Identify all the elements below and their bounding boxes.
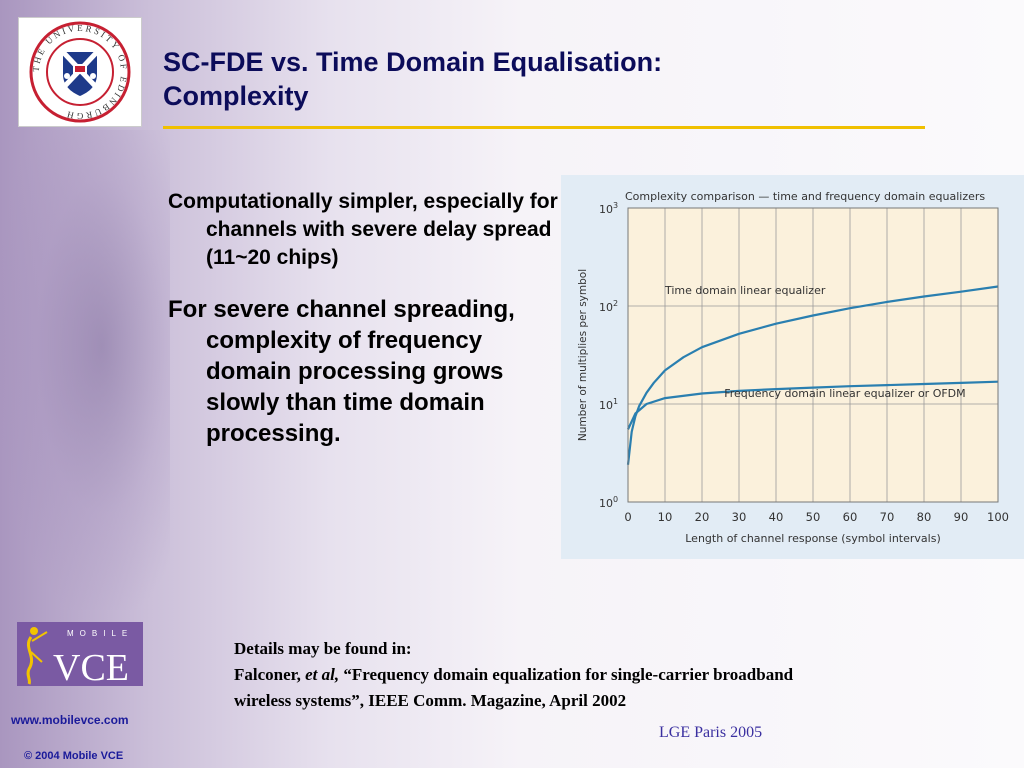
- series-lines: [626, 285, 999, 465]
- slide-title: SC-FDE vs. Time Domain Equalisation: Com…: [163, 45, 883, 113]
- details-author: Falconer,: [234, 665, 306, 684]
- bullet-2: For severe channel spreading, complexity…: [168, 296, 515, 447]
- x-tick-label: 60: [843, 510, 858, 524]
- mobile-vce-logo: MOBILE VCE: [17, 622, 143, 689]
- x-tick-label: 40: [769, 510, 784, 524]
- details-citation-line: Falconer, et al, “Frequency domain equal…: [234, 662, 1014, 688]
- bullet-1: Computationally simpler, especially for …: [168, 190, 558, 269]
- footer-tag: LGE Paris 2005: [659, 724, 763, 741]
- series-label-1: Time domain linear equalizer: [664, 284, 826, 297]
- x-tick-label: 30: [732, 510, 747, 524]
- x-tick-label: 80: [917, 510, 932, 524]
- title-underline: [163, 126, 925, 129]
- details-journal: wireless systems”, IEEE Comm. Magazine, …: [234, 691, 627, 710]
- title-line-1: SC-FDE vs. Time Domain Equalisation:: [163, 47, 663, 77]
- x-axis-label: Length of channel response (symbol inter…: [685, 532, 941, 545]
- mobilevce-website-link[interactable]: www.mobilevce.com: [11, 713, 129, 727]
- mvce-small-text: MOBILE: [67, 629, 133, 638]
- x-tick-label: 90: [954, 510, 969, 524]
- x-tick-label: 50: [806, 510, 821, 524]
- x-tick-label: 10: [658, 510, 673, 524]
- tick-labels: 0 10 20 30 40 50 60 70 80 90 100 100 101 102 103: [599, 201, 1009, 524]
- x-tick-label: 0: [624, 510, 631, 524]
- copyright-text: © 2004 Mobile VCE: [24, 750, 124, 762]
- y-tick-label: 101: [599, 397, 618, 412]
- x-tick-label: 20: [695, 510, 710, 524]
- y-tick-label: 103: [599, 201, 618, 216]
- shield-icon: [61, 50, 99, 96]
- reference-details: Details may be found in: Falconer, et al…: [234, 636, 1014, 714]
- details-intro: Details may be found in:: [234, 639, 412, 658]
- details-etal: et al,: [305, 665, 340, 684]
- x-tick-label: 70: [880, 510, 895, 524]
- x-tick-label: 100: [987, 510, 1009, 524]
- plot-frame: [627, 207, 999, 503]
- details-title-start: “Frequency domain equalization for singl…: [339, 665, 794, 684]
- series-line-2: [627, 380, 999, 430]
- series-label-2: Frequency domain linear equalizer or OFD…: [724, 387, 965, 400]
- y-tick-label: 102: [599, 299, 618, 314]
- mvce-big-text: VCE: [53, 647, 129, 686]
- dancer-figure-icon: [26, 627, 48, 685]
- series-labels: Time domain linear equalizer Frequency do…: [664, 284, 966, 400]
- chart-title: Complexity comparison — time and frequen…: [625, 190, 985, 203]
- series-line-1: [626, 285, 999, 465]
- bullet-list: Computationally simpler, especially for …: [168, 188, 560, 471]
- y-tick-label: 100: [599, 495, 618, 510]
- complexity-chart: Complexity comparison — time and frequen…: [561, 175, 1024, 559]
- left-background-decoration: [0, 130, 170, 610]
- y-axis-label: Number of multiplies per symbol: [577, 269, 589, 441]
- chart-svg: Complexity comparison — time and frequen…: [577, 190, 1009, 545]
- university-logo: THE UNIVERSITY OF EDINBURGH: [18, 17, 142, 127]
- title-line-2: Complexity: [163, 81, 309, 111]
